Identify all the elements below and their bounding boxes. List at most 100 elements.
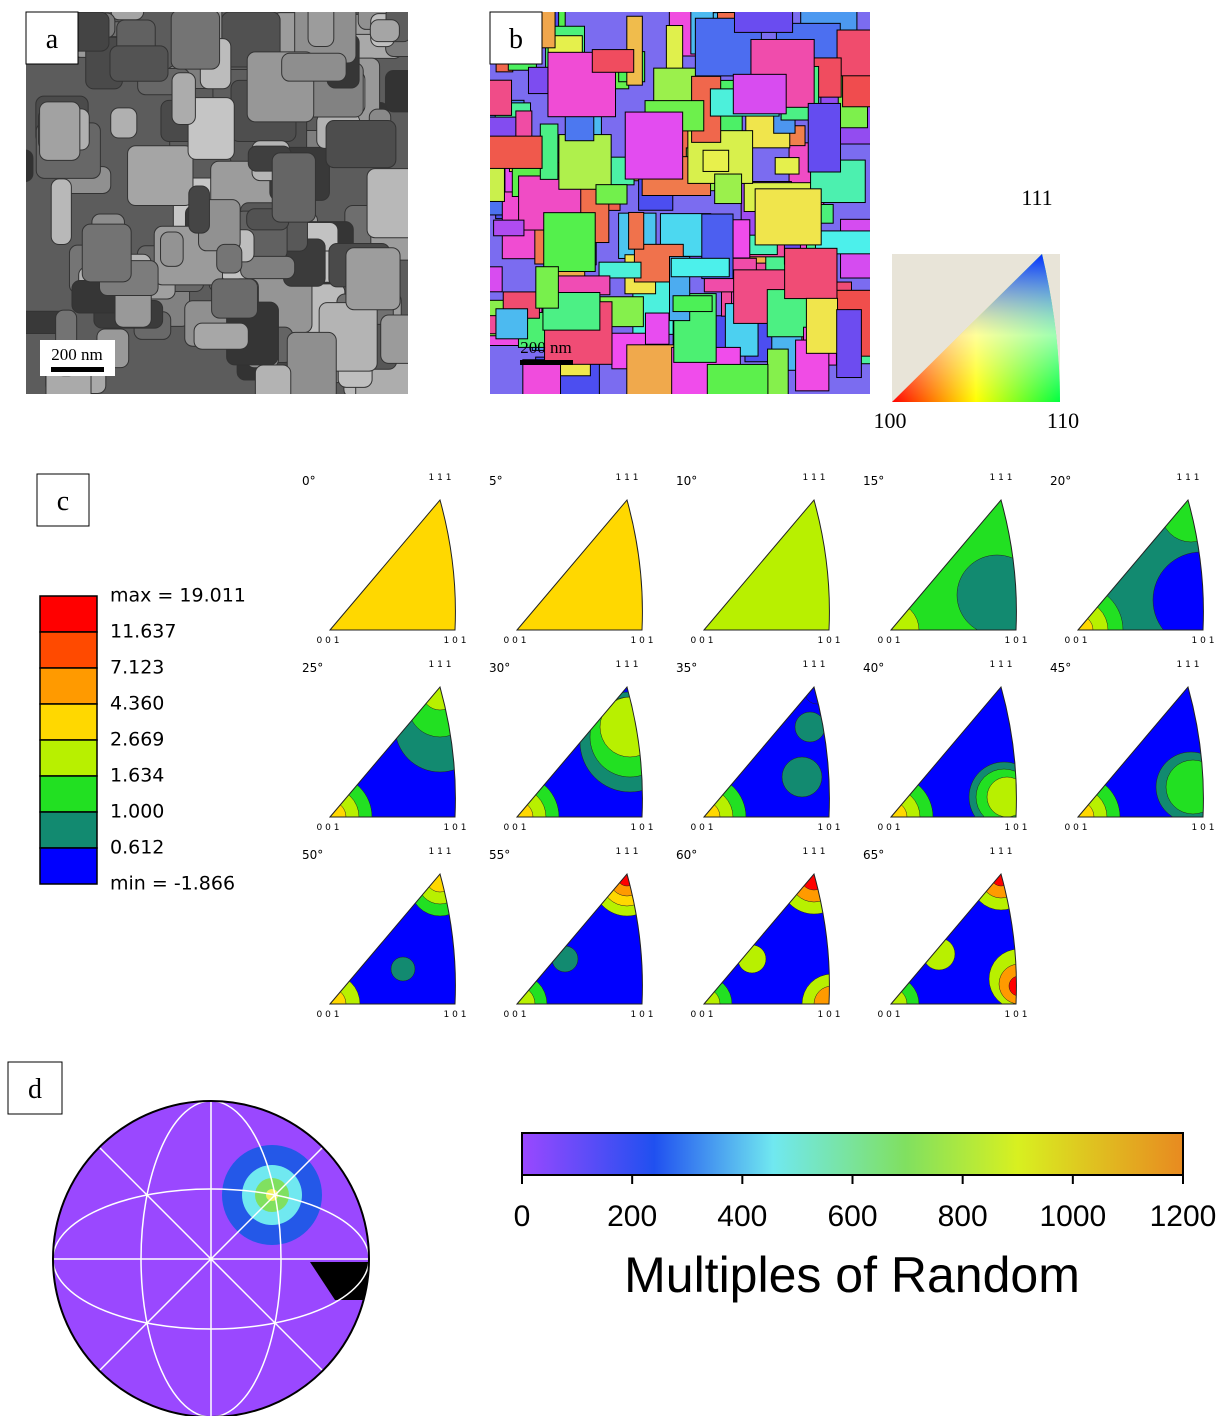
grain xyxy=(308,0,334,47)
grain xyxy=(645,313,669,344)
corner-label: 1 0 1 xyxy=(631,823,654,833)
inverse-pole-figure: 5°1 1 10 0 11 0 1 xyxy=(489,473,653,646)
ipf-key-label: 110 xyxy=(1047,408,1079,433)
contours xyxy=(330,500,455,630)
panel-label: a xyxy=(46,24,59,55)
corner-label: 1 0 1 xyxy=(1005,1010,1028,1020)
inverse-pole-figure: 60°1 1 10 0 11 0 1 xyxy=(676,846,862,1034)
contours xyxy=(475,687,680,859)
contours xyxy=(1033,482,1220,675)
grain xyxy=(111,0,143,20)
grain xyxy=(370,20,399,42)
grain xyxy=(282,53,346,81)
scale-bar-text: 200 nm xyxy=(51,345,102,364)
scale-bar xyxy=(51,367,104,372)
panel-label: b xyxy=(509,24,523,55)
angle-label: 50° xyxy=(302,848,323,862)
legend-band xyxy=(40,596,97,632)
inverse-pole-figure: 0°1 1 10 0 11 0 1 xyxy=(302,473,466,646)
legend-band xyxy=(40,776,97,812)
contours xyxy=(676,846,862,1034)
inverse-pole-figure: 35°1 1 10 0 11 0 1 xyxy=(662,660,840,859)
grain xyxy=(496,309,528,339)
grain xyxy=(272,153,315,222)
angle-label: 25° xyxy=(302,661,323,675)
angle-label: 40° xyxy=(863,661,884,675)
angle-label: 20° xyxy=(1050,474,1071,488)
corner-label: 0 0 1 xyxy=(878,823,901,833)
angle-label: 15° xyxy=(863,474,884,488)
grain xyxy=(734,7,792,33)
contour xyxy=(923,938,955,970)
grain xyxy=(326,121,396,168)
corner-label: 0 0 1 xyxy=(317,636,340,646)
contour xyxy=(999,964,1039,1004)
grain xyxy=(287,332,336,400)
contours xyxy=(863,850,1049,1032)
contour xyxy=(600,697,660,757)
grain xyxy=(733,74,786,113)
grain xyxy=(110,46,168,81)
grain xyxy=(536,267,559,308)
contour xyxy=(1161,482,1220,542)
grain xyxy=(367,169,429,238)
angle-label: 35° xyxy=(676,661,697,675)
angle-label: 55° xyxy=(489,848,510,862)
contour xyxy=(957,555,1037,635)
corner-label: 1 1 1 xyxy=(803,847,826,857)
contour-base xyxy=(517,500,642,630)
corner-label: 0 0 1 xyxy=(317,1010,340,1020)
colorbar-title: Multiples of Random xyxy=(624,1247,1080,1303)
colorbar-tick-label: 400 xyxy=(717,1200,767,1233)
corner-label: 0 0 1 xyxy=(504,636,527,646)
grain xyxy=(596,185,627,204)
grain xyxy=(381,315,435,363)
contour xyxy=(426,864,454,892)
grain xyxy=(40,102,80,161)
legend-label: 0.612 xyxy=(110,837,164,859)
grain xyxy=(385,70,437,111)
contour xyxy=(782,757,822,797)
grain xyxy=(540,124,558,179)
legend-label: 11.637 xyxy=(110,621,176,643)
corner-label: 0 0 1 xyxy=(317,823,340,833)
corner-label: 1 0 1 xyxy=(818,1010,841,1020)
grain xyxy=(516,111,532,137)
contours xyxy=(517,500,642,630)
contour xyxy=(987,777,1027,817)
contours xyxy=(704,500,829,630)
grain xyxy=(559,135,611,190)
corner-label: 1 1 1 xyxy=(616,847,639,857)
legend-band xyxy=(40,632,97,668)
grain xyxy=(837,310,862,378)
corner-label: 0 0 1 xyxy=(1065,636,1088,646)
legend-label: max = 19.011 xyxy=(110,585,246,607)
ipf-key-label: 100 xyxy=(874,408,907,433)
corner-label: 0 0 1 xyxy=(691,636,714,646)
contours xyxy=(662,680,829,859)
contour-base xyxy=(704,500,829,630)
figure: a 200 nm b 200 nm 111 100 110 c max = 19… xyxy=(0,0,1220,1416)
grain xyxy=(494,220,524,236)
legend-label: 1.634 xyxy=(110,765,164,787)
legend-band xyxy=(40,740,97,776)
legend-label: 4.360 xyxy=(110,693,164,715)
grain xyxy=(487,80,511,115)
grain xyxy=(82,224,131,282)
angle-label: 45° xyxy=(1050,661,1071,675)
ipf-key-label: 111 xyxy=(1021,185,1052,210)
grain xyxy=(111,108,137,138)
grain xyxy=(673,296,712,312)
corner-label: 1 0 1 xyxy=(818,823,841,833)
corner-label: 0 0 1 xyxy=(878,636,901,646)
corner-label: 1 0 1 xyxy=(444,1010,467,1020)
grain xyxy=(489,136,542,168)
grain xyxy=(775,158,799,174)
corner-label: 1 1 1 xyxy=(990,473,1013,483)
colorbar-tick-label: 600 xyxy=(827,1200,877,1233)
grain xyxy=(808,103,840,172)
corner-label: 0 0 1 xyxy=(691,1010,714,1020)
